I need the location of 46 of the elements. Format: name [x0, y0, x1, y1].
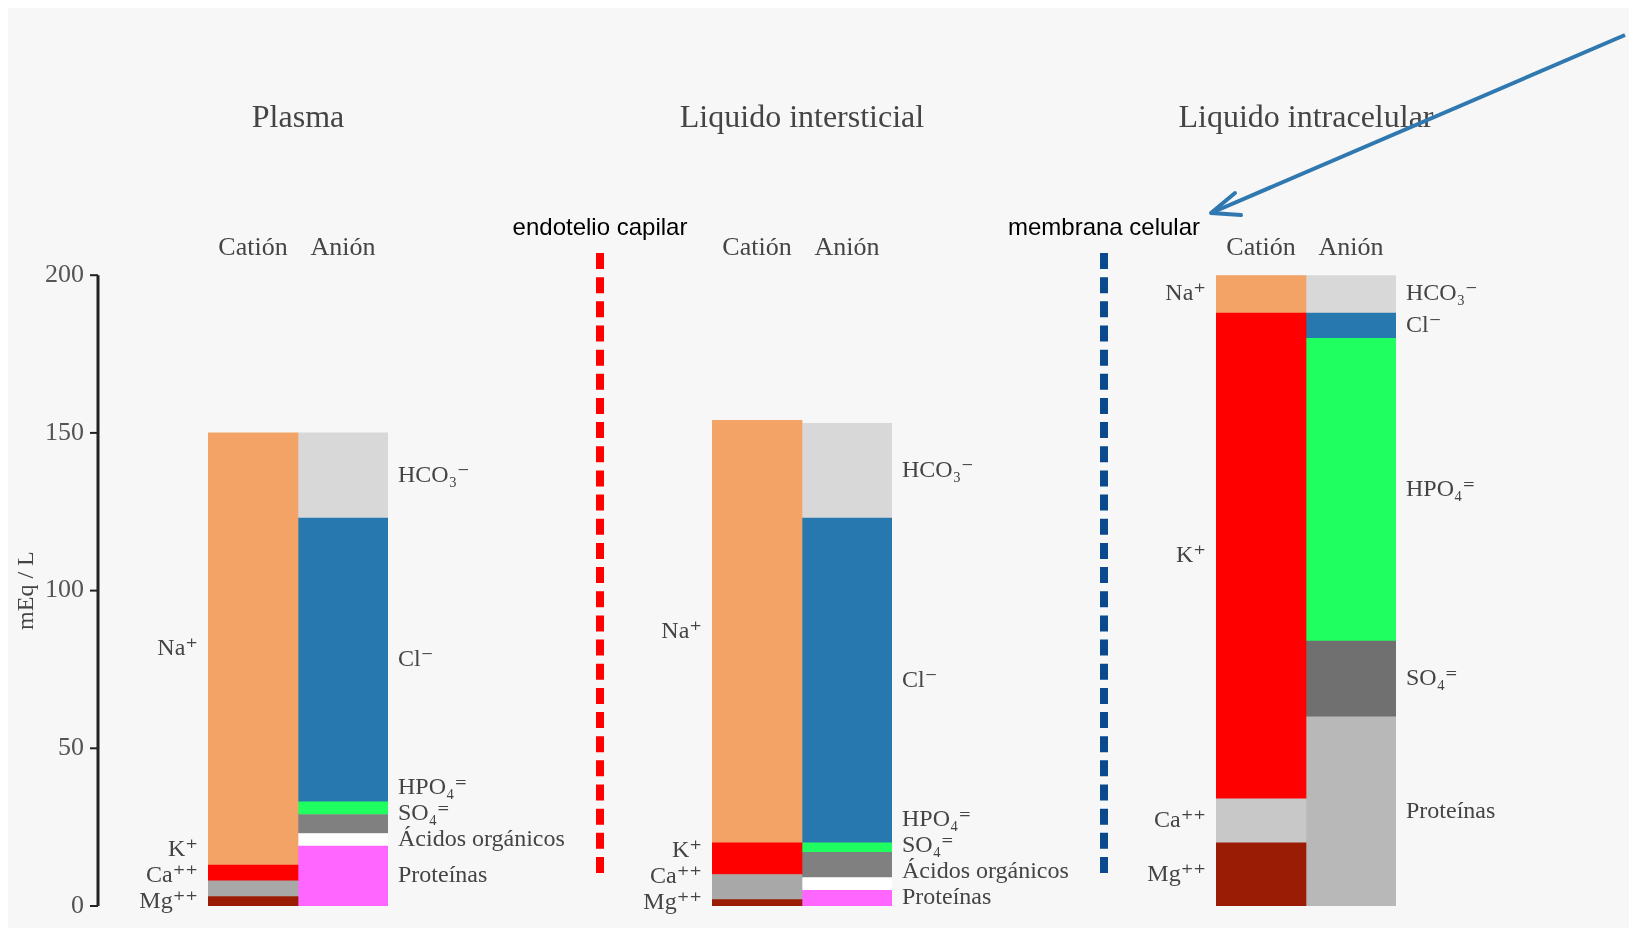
text: endotelio capilar — [512, 213, 688, 241]
series-label: Cl⁻ — [398, 645, 434, 672]
series-label: Ca⁺⁺ — [146, 860, 198, 887]
series-label: Proteínas — [1406, 796, 1496, 823]
series-label: K⁺ — [1176, 541, 1206, 568]
series-label: HPO₄⁼ — [1406, 474, 1476, 501]
series-label: Ca⁺⁺ — [650, 862, 702, 889]
chart-title: Liquido intracelular — [1178, 98, 1434, 134]
series-label: HPO₄⁼ — [902, 805, 972, 832]
series-label: Mg⁺⁺ — [139, 886, 198, 913]
series-label: K⁺ — [168, 834, 198, 861]
x-tick-label: Anión — [814, 232, 880, 262]
x-tick-label: Catión — [1226, 232, 1296, 262]
series-label: Ácidos orgánicos — [902, 857, 1069, 884]
series-label: SO₄⁼ — [902, 831, 954, 858]
text: membrana celular — [1007, 213, 1201, 241]
y-tick-label: 100 — [45, 574, 84, 604]
series-label: Ca⁺⁺ — [1154, 806, 1206, 833]
series-label: Na⁺ — [1165, 279, 1206, 306]
x-tick-label: Catión — [722, 232, 792, 262]
series-label: SO₄⁼ — [1406, 664, 1458, 691]
series-label: HPO₄⁼ — [398, 773, 468, 800]
series-label: Cl⁻ — [1406, 310, 1442, 337]
series-label: Proteínas — [902, 883, 992, 910]
series-label: Mg⁺⁺ — [643, 888, 702, 915]
x-tick-label: Anión — [1318, 232, 1384, 262]
series-label: HCO₃⁻ — [902, 456, 974, 483]
y-tick-label: 200 — [45, 259, 84, 289]
y-tick-label: 50 — [58, 732, 84, 762]
y-tick-label: 0 — [71, 889, 84, 919]
series-label: SO₄⁼ — [398, 799, 450, 826]
series-label: Proteínas — [398, 861, 488, 888]
series-label: HCO₃⁻ — [398, 460, 470, 487]
series-label: Mg⁺⁺ — [1147, 859, 1206, 886]
y-tick-label: 150 — [45, 416, 84, 446]
series-label: Ácidos orgánicos — [398, 825, 565, 852]
series-label: HCO₃⁻ — [1406, 279, 1478, 306]
chart-title: Plasma — [251, 98, 345, 134]
series-label: Na⁺ — [157, 634, 198, 661]
x-tick-label: Catión — [218, 232, 288, 262]
series-label: K⁺ — [672, 836, 702, 863]
y-axis-title: mEq / L — [11, 551, 38, 630]
x-tick-label: Anión — [310, 232, 376, 262]
series-label: Na⁺ — [661, 616, 702, 643]
chart-title: Liquido intersticial — [679, 98, 925, 134]
series-label: Cl⁻ — [902, 665, 938, 692]
